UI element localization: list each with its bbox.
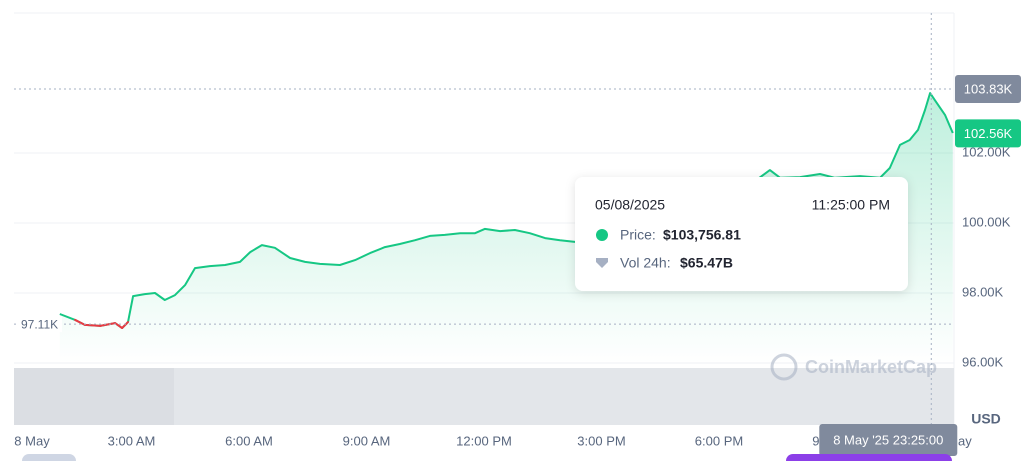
x-tick-label: 8 May [14, 433, 50, 448]
tooltip: 05/08/2025 11:25:00 PM Price: $103,756.8… [575, 177, 908, 291]
open-price-label: 97.11K [21, 317, 58, 331]
badge-layer: 96.00K 98.00K 100.00K 102.00K 103.83K 102.56K… [819, 74, 1021, 456]
price-dot [596, 229, 608, 241]
y-tick-label: 100.00K [962, 214, 1011, 229]
hover-time-badge [819, 424, 958, 456]
open-price-label-bg [16, 316, 62, 333]
price-line-down [99, 322, 117, 327]
watermark-text: CoinMarketCap [805, 357, 937, 377]
price-line-down [121, 321, 129, 329]
x-tick-label: 6:00 PM [695, 433, 743, 448]
overlay-layer: 97.11K [14, 13, 954, 425]
watermark-logo [770, 353, 798, 381]
y-tick-label: 98.00K [962, 284, 1004, 299]
tooltip-volume: $65.47B [680, 255, 733, 271]
tooltip-volume-label: Vol 24h: [620, 255, 671, 271]
x-tick-label: 3:00 PM [577, 433, 625, 448]
price-line [59, 92, 954, 329]
x-tick-label: 12:00 PM [456, 433, 512, 448]
price-area [59, 93, 953, 363]
y-tick-label: 102.00K [962, 144, 1011, 159]
x-tick-label: 6:00 AM [225, 433, 273, 448]
current-price-badge [955, 119, 1021, 148]
tooltip-price-label: Price: [620, 227, 656, 243]
hover-value-label: 103.83K [964, 81, 1013, 96]
volume-band [14, 368, 174, 425]
price-line-down [114, 322, 124, 329]
watermark: CoinMarketCap [770, 353, 937, 381]
control-pill[interactable] [22, 454, 76, 461]
hover-time-label: 8 May '25 23:25:00 [833, 432, 943, 447]
tooltip-time: 11:25:00 PM [812, 197, 890, 213]
current-price-label: 102.56K [964, 126, 1013, 141]
tooltip-price: $103,756.81 [663, 227, 741, 243]
price-line-down [74, 318, 86, 326]
price-line-down [83, 323, 102, 327]
x-tick-label: 3:00 AM [108, 433, 156, 448]
control-pill[interactable] [786, 454, 952, 461]
y-tick-label: 96.00K [962, 354, 1004, 369]
currency-label: USD [971, 411, 1001, 427]
x-tick-label: 9:00 AM [343, 433, 391, 448]
tooltip-date: 05/08/2025 [595, 197, 665, 213]
volume-icon [596, 258, 608, 268]
tooltip-box [575, 177, 908, 291]
hover-value-badge [955, 74, 1021, 103]
mark-layer [59, 92, 954, 363]
